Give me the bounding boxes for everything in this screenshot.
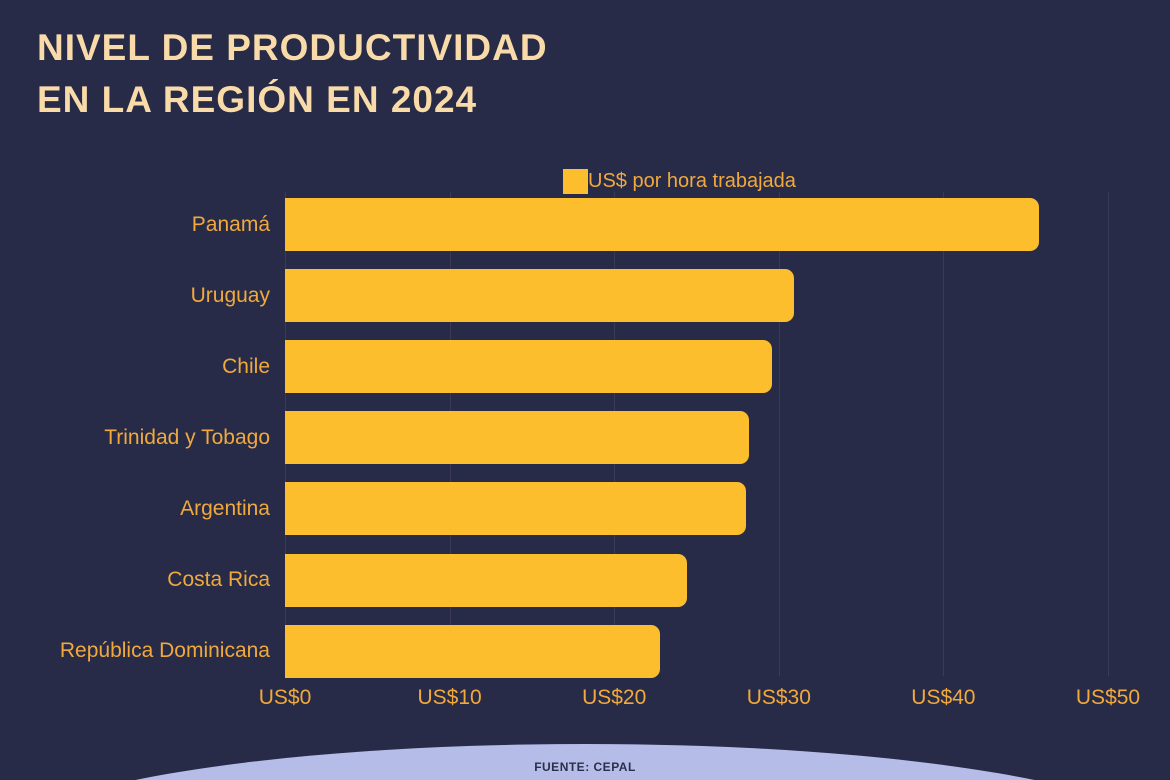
title-line-1: NIVEL DE PRODUCTIVIDAD xyxy=(37,27,548,68)
bar xyxy=(285,340,773,394)
category-label: Argentina xyxy=(180,496,270,520)
category-label: Chile xyxy=(222,354,270,378)
gridline xyxy=(1108,192,1109,676)
chart-legend: US$ por hora trabajada xyxy=(563,168,796,194)
x-tick-label: US$30 xyxy=(746,686,811,709)
category-label: Uruguay xyxy=(190,283,270,307)
bar xyxy=(285,198,1039,251)
bar xyxy=(285,411,750,465)
gridline xyxy=(943,192,945,676)
category-label: Trinidad y Tobago xyxy=(104,425,270,449)
bar xyxy=(285,553,687,607)
x-tick-label: US$40 xyxy=(911,686,976,709)
title-line-2: EN LA REGIÓN EN 2024 xyxy=(37,79,478,120)
x-tick-label: US$20 xyxy=(582,686,647,709)
legend-swatch-icon xyxy=(563,168,588,194)
gridline xyxy=(778,192,780,676)
x-tick-label: US$10 xyxy=(417,686,482,709)
source-credit: FUENTE: CEPAL xyxy=(534,760,636,774)
bar xyxy=(285,482,746,536)
category-label: República Dominicana xyxy=(59,639,270,663)
bar xyxy=(285,624,661,678)
page-title: NIVEL DE PRODUCTIVIDAD EN LA REGIÓN EN 2… xyxy=(37,22,548,126)
bar xyxy=(285,269,794,323)
legend-label: US$ por hora trabajada xyxy=(588,169,796,192)
category-label: Costa Rica xyxy=(167,568,270,591)
x-tick-label: US$50 xyxy=(1075,686,1141,709)
x-tick-label: US$0 xyxy=(258,686,312,709)
category-label: Panamá xyxy=(191,212,270,236)
